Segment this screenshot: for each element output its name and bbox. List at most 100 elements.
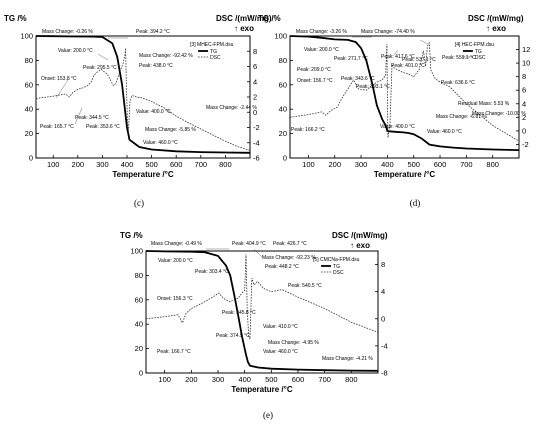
annotation-label: Mass Change: -92.42 % [139,53,193,59]
x-tick-label: 700 [460,160,473,169]
chart-panel-e: 100 200 300 400 500 600 700 800020406080100-8-4… [120,231,388,420]
y-left-tick-label: 20 [279,129,287,138]
legend-dsc-label: DSC [333,270,344,276]
x-axis-title: Temperature /°C [231,385,293,394]
y-left-tick-label: 40 [135,320,143,329]
annotation-label: Peak: 345.8 °C [222,310,256,316]
y-left-tick-label: 80 [279,56,287,65]
y-right-tick-label: 8 [522,72,526,81]
x-tick-label: 800 [219,160,232,169]
x-tick-label: 700 [318,375,331,384]
annotation-label: Peak: 636.6 °C [441,80,475,86]
annotation-label: Peak: 559.1 °C [442,55,476,61]
x-tick-label: 600 [434,160,447,169]
annotation-label: Peak: 393.1 °C [356,84,390,90]
y-left-tick-label: 60 [25,80,33,89]
annotation-label: Peak: 426.7 °C [273,241,307,247]
y-left-tick-label: 0 [139,369,143,378]
x-tick-label: 600 [170,160,183,169]
x-tick-label: 200 [72,160,85,169]
annotation-label: Peak: 394.2 °C [136,29,170,35]
annotation-label: Peak: 295.5 °C [83,65,117,71]
annotation-label: Peak: 344.5 °C [75,115,109,121]
plot-frame [145,250,379,374]
annotation-label: Value: 400.0 °C [136,109,171,115]
annotation-label: Peak: 540.5 °C [288,283,322,289]
annotation-label: Mass Change: -4.21 % [322,356,373,362]
annotation-leader [97,53,109,61]
x-tick-label: 800 [345,375,358,384]
y-right-tick-label: 2 [253,93,257,102]
annotation-label: Peak: 374.9 °C [216,333,250,339]
x-tick-label: 100 [47,160,60,169]
annotation-label: Peak: 448.2 °C [265,264,299,270]
legend-dsc-label: DSC [210,55,221,61]
annotation-label: Mass Change: -5.85 % [145,127,196,133]
annotation-label: Peak: 353.6 °C [86,124,120,130]
y-right-axis-title: DSC /(mW/mg) [468,14,524,23]
annotation-label: Value: 460.0 °C [143,140,178,146]
y-right-tick-label: 0 [522,126,526,135]
annotation-label: Mass Change: -74.40 % [361,29,415,35]
annotation-label: Peak: 438.0 °C [139,63,173,69]
annotation-label: Mass Change: -6.81 % [436,114,487,120]
y-right-axis-title: DSC /(mW/mg) [216,14,272,23]
y-left-tick-label: 80 [135,271,143,280]
x-tick-label: 500 [407,160,420,169]
y-left-tick-label: 0 [29,154,33,163]
y-right-tick-label: 0 [381,314,385,323]
exo-direction-label: ↑ exo [350,241,370,250]
y-right-tick-label: -4 [253,138,260,147]
x-axis-title: Temperature /°C [374,170,436,179]
chart-panel-c: 100 200 300 400 500 600 700 800020406080100-6-4… [4,14,272,208]
legend-file: [3] MHEC-FPM.dsu [190,42,234,48]
y-left-axis-title: TG /% [4,14,27,23]
annotation-label: Peak: 343.6 °C [341,76,375,82]
y-right-tick-label: 10 [522,59,530,68]
y-left-tick-label: 100 [20,32,33,41]
annotation-leader [419,39,429,45]
annotation-label: Value: 460.0 °C [427,129,462,135]
annotation-label: Peak: 303.4 °C [195,269,229,275]
annotation-leader [55,79,69,99]
annotation-label: Mass Change: -4.95 % [268,340,319,346]
panel-label: (d) [410,198,421,208]
x-tick-label: 200 [185,375,198,384]
x-tick-label: 400 [381,160,394,169]
annotation-label: Peak: 209.0 °C [297,67,331,73]
x-tick-label: 300 [212,375,225,384]
annotation-label: Mass Change: -2.44 % [206,105,257,111]
annotation-label: Onset: 156.3 °C [157,296,193,302]
y-left-tick-label: 100 [274,32,287,41]
annotation-label: Value: 400.0 °C [380,124,415,130]
plot-frame [289,35,520,159]
y-right-tick-label: 2 [522,113,526,122]
y-left-tick-label: 0 [283,154,287,163]
x-tick-label: 100 [302,160,315,169]
tg-curve [35,35,251,154]
annotation-label: Value: 460.0 °C [263,349,298,355]
y-right-tick-label: 12 [522,45,530,54]
y-right-tick-label: 8 [381,260,385,269]
annotation-label: Residual Mass: 5.53 % [458,101,510,107]
x-axis-title: Temperature /°C [112,170,174,179]
annotation-label: Value: 200.0 °C [58,48,93,54]
y-right-tick-label: 8 [253,47,257,56]
x-tick-label: 600 [292,375,305,384]
dsc-curve [35,48,251,151]
y-right-tick-label: 6 [522,86,526,95]
exo-direction-label: ↑ exo [486,24,506,33]
y-right-tick-label: -8 [381,369,388,378]
dsc-curve [145,254,379,340]
y-right-axis-title: DSC /(mW/mg) [332,231,388,240]
annotation-label: Peak: 166.7 °C [157,349,191,355]
chart-panel-d: 100 200 300 400 500 600 700 800 0 20 40 60 80 100 -2 0 2… [258,14,530,208]
y-right-tick-label: 4 [522,99,526,108]
exo-direction-label: ↑ exo [234,24,254,33]
y-right-tick-label: -2 [522,140,529,149]
annotation-label: Peak: 404.9 °C [232,241,266,247]
y-right-tick-label: 6 [253,62,257,71]
y-right-tick-label: -6 [253,154,260,163]
panel-label: (e) [263,410,273,420]
x-tick-label: 700 [195,160,208,169]
